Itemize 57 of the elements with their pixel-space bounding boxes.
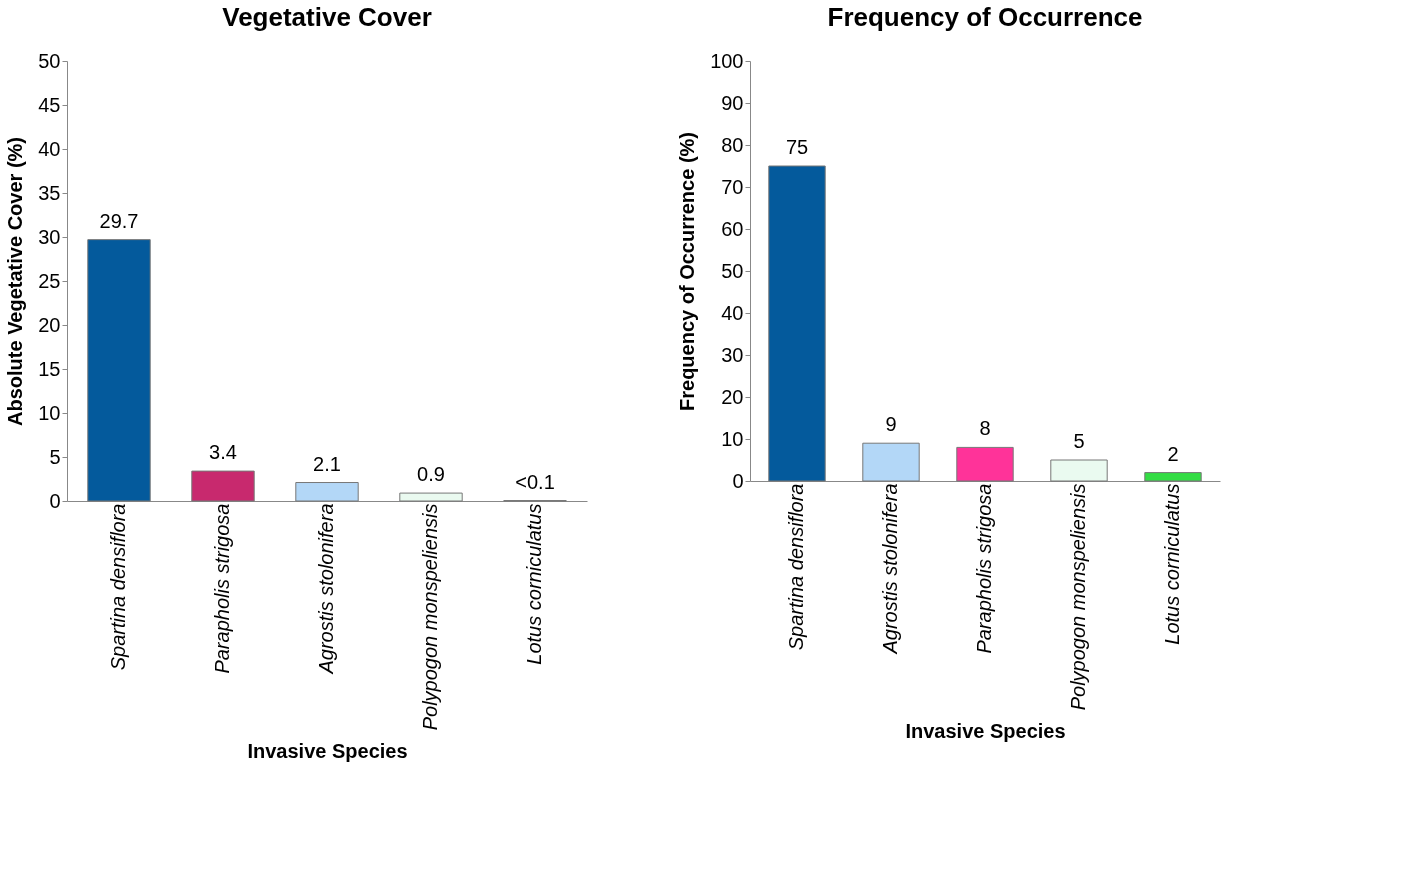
data-label: 5 (1073, 430, 1085, 452)
y-tick-label: 40 (721, 301, 744, 324)
data-label: <0.1 (515, 470, 555, 493)
bar (1144, 472, 1202, 482)
data-label: 0.9 (417, 463, 445, 486)
x-axis-title: Invasive Species (247, 739, 408, 762)
y-tick-label: 0 (732, 469, 744, 492)
bar (1050, 459, 1108, 482)
y-tick-label: 70 (721, 175, 744, 198)
x-tick-label: Agrostis stolonifera (315, 503, 337, 675)
y-tick-label: 25 (38, 269, 61, 292)
y-tick-label: 30 (721, 343, 744, 366)
x-tick-label: Spartina densiflora (107, 503, 129, 671)
bar (862, 442, 920, 482)
y-tick-label: 10 (721, 427, 744, 450)
y-tick-label: 5 (49, 445, 61, 468)
y-tick-label: 15 (38, 357, 61, 380)
data-label: 3.4 (209, 441, 237, 464)
y-tick-label: 80 (721, 133, 744, 156)
data-label: 8 (979, 417, 991, 440)
y-axis-title: Absolute Vegetative Cover (%) (4, 137, 27, 426)
y-tick-label: 30 (38, 225, 61, 248)
y-tick-label: 35 (38, 181, 61, 204)
x-tick-label: Polypogon monspeliensis (1067, 483, 1089, 711)
x-tick-label: Parapholis strigosa (973, 483, 995, 654)
y-tick-label: 10 (38, 401, 61, 424)
y-tick-label: 0 (49, 489, 61, 512)
data-label: 9 (885, 413, 897, 436)
x-tick-label: Spartina densiflora (785, 483, 807, 651)
y-tick-label: 50 (38, 49, 61, 72)
data-label: 2 (1167, 442, 1179, 465)
x-tick-label: Agrostis stolonifera (879, 483, 901, 655)
bar (768, 165, 826, 482)
bar (191, 470, 255, 502)
x-tick-label: Polypogon monspeliensis (419, 503, 441, 731)
y-tick-label: 90 (721, 91, 744, 114)
y-tick-label: 50 (721, 259, 744, 282)
bar (295, 482, 359, 502)
x-tick-label: Parapholis strigosa (211, 503, 233, 674)
y-tick-label: 45 (38, 93, 61, 116)
bar (399, 492, 463, 502)
chart-title: Frequency of Occurrence (827, 2, 1143, 32)
data-label: 2.1 (313, 452, 341, 475)
y-tick-label: 100 (710, 49, 744, 72)
bar (956, 446, 1014, 482)
x-tick-label: Lotus corniculatus (1161, 483, 1183, 645)
y-tick-label: 40 (38, 137, 61, 160)
bar (87, 239, 151, 502)
y-tick-label: 20 (721, 385, 744, 408)
y-axis-title: Frequency of Occurrence (%) (676, 132, 699, 411)
y-tick-label: 20 (38, 313, 61, 336)
x-axis-title: Invasive Species (905, 719, 1066, 742)
y-tick-label: 60 (721, 217, 744, 240)
x-tick-label: Lotus corniculatus (523, 503, 545, 665)
data-label: 75 (785, 136, 809, 158)
chart-title: Vegetative Cover (222, 2, 432, 32)
data-label: 29.7 (99, 209, 139, 232)
